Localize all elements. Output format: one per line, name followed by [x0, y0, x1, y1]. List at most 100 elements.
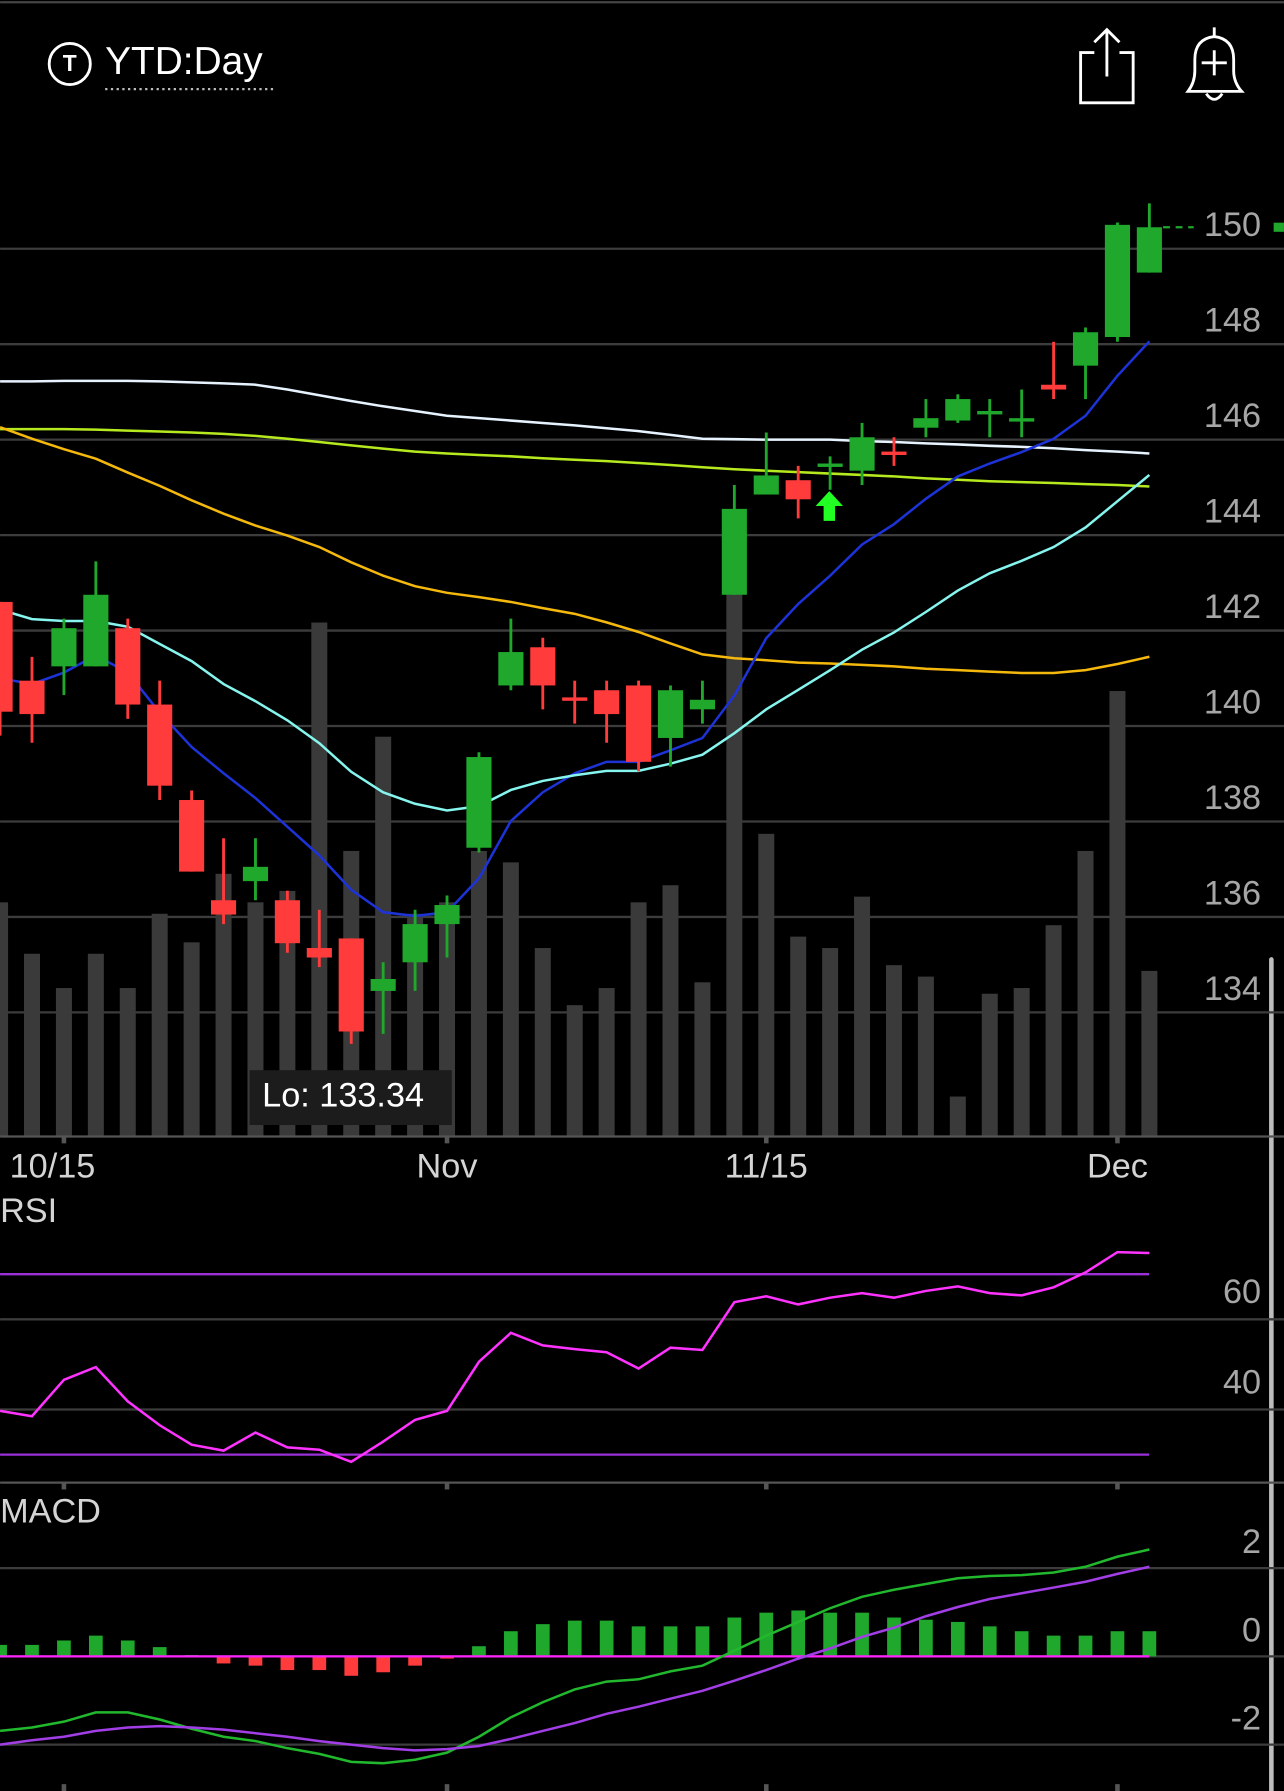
candle-body — [115, 628, 141, 705]
histogram-bar — [663, 1626, 678, 1657]
share-button[interactable] — [1079, 27, 1135, 105]
y-tick-label: 146 — [1204, 397, 1261, 435]
histogram-bar — [982, 1626, 997, 1657]
candle-body — [498, 652, 524, 686]
volume-bar — [854, 896, 871, 1137]
y-tick-label: 60 — [1223, 1273, 1261, 1311]
volume-bar — [981, 993, 998, 1137]
panel-title: MACD — [0, 1492, 101, 1530]
candle-body — [530, 647, 556, 686]
candle-body — [147, 704, 173, 786]
histogram-bar — [344, 1656, 359, 1676]
candle-body — [785, 480, 811, 500]
volume-bar — [55, 988, 72, 1137]
volume-bar — [87, 953, 104, 1137]
volume-bar — [24, 953, 40, 1137]
volume-bar — [534, 948, 551, 1137]
annotation-box — [249, 1070, 452, 1126]
histogram-bar — [312, 1656, 327, 1671]
candle-body — [306, 947, 332, 958]
volume-bar — [215, 873, 232, 1137]
volume-bar — [470, 850, 487, 1137]
low-annotation: Lo: 133.34 — [262, 1077, 424, 1115]
volume-bar — [1077, 850, 1094, 1137]
candle-body — [849, 437, 875, 471]
volume-bar — [502, 862, 519, 1137]
volume-bar — [758, 833, 775, 1137]
histogram-bar — [1110, 1631, 1125, 1657]
volume-bar — [598, 988, 615, 1137]
histogram-bar — [216, 1656, 231, 1664]
timeframe-label: YTD:Day — [105, 40, 263, 83]
bell-plus — [1201, 27, 1227, 101]
moving-average-line — [0, 473, 1151, 812]
panel-title: RSI — [0, 1192, 57, 1230]
histogram-bar — [567, 1620, 582, 1657]
candle-body — [1009, 418, 1035, 422]
volume-bar — [183, 942, 200, 1137]
candle-body — [913, 418, 939, 428]
rsi-line — [0, 1250, 1150, 1464]
last-price-marker — [1273, 222, 1284, 232]
volume-bar — [949, 1096, 966, 1137]
volume-bar — [1109, 691, 1126, 1137]
histogram-bar — [855, 1612, 869, 1657]
volume-bar — [375, 736, 392, 1137]
bell-body — [1185, 35, 1245, 93]
macd-line — [0, 1565, 1150, 1752]
volume-bar — [1045, 925, 1062, 1137]
histogram-bar — [823, 1612, 837, 1657]
alert-button[interactable] — [1185, 27, 1245, 101]
y-tick-label: 2 — [1242, 1523, 1261, 1561]
volume-bar — [311, 622, 328, 1137]
moving-average-line — [0, 427, 1150, 488]
y-tick-label: 142 — [1204, 588, 1261, 626]
timeframe-selector[interactable]: T YTD:Day — [47, 40, 275, 91]
y-tick-label: 138 — [1204, 779, 1261, 817]
volume-bar — [885, 965, 902, 1137]
y-tick-label: 134 — [1204, 970, 1261, 1008]
volume-bar — [0, 902, 9, 1137]
volume-bar — [917, 976, 934, 1137]
timeframe-icon — [47, 41, 92, 86]
histogram-bar — [919, 1619, 933, 1657]
y-tick-label: 0 — [1242, 1611, 1261, 1649]
histogram-bar — [472, 1646, 486, 1657]
volume-bar — [566, 1005, 583, 1137]
candle-body — [434, 905, 460, 925]
candle-body — [562, 697, 588, 701]
candle-body — [338, 938, 364, 1032]
candle-body — [817, 463, 843, 467]
y-tick-label: 40 — [1223, 1363, 1261, 1401]
candle-body — [370, 978, 396, 991]
volume-bar — [119, 988, 136, 1137]
y-tick-label: -2 — [1231, 1700, 1261, 1738]
volume-bar — [694, 982, 711, 1137]
histogram-bar — [727, 1617, 742, 1657]
volume-bar — [630, 902, 647, 1137]
volume-bar — [790, 936, 807, 1137]
histogram-bar — [1046, 1635, 1061, 1657]
candle-body — [721, 508, 747, 595]
histogram-bar — [504, 1631, 518, 1657]
histogram-bar — [376, 1656, 391, 1673]
histogram-bar — [248, 1656, 263, 1666]
histogram-bar — [0, 1644, 7, 1657]
candle-body — [242, 866, 269, 882]
histogram-bar — [887, 1617, 901, 1657]
share-box — [1079, 51, 1135, 105]
candle-body — [753, 475, 779, 495]
candle-body — [1104, 224, 1131, 338]
candle-body — [19, 680, 45, 715]
candle-body — [626, 685, 652, 762]
histogram-bar — [120, 1640, 135, 1657]
candle-body — [51, 628, 77, 667]
candle-body — [657, 690, 684, 738]
histogram-bar — [1078, 1635, 1093, 1657]
histogram-bar — [950, 1621, 965, 1657]
x-tick-label: Dec — [1087, 1148, 1148, 1186]
y-tick-label: 140 — [1204, 683, 1261, 721]
histogram-bar — [25, 1644, 39, 1657]
candle-body — [179, 800, 205, 872]
